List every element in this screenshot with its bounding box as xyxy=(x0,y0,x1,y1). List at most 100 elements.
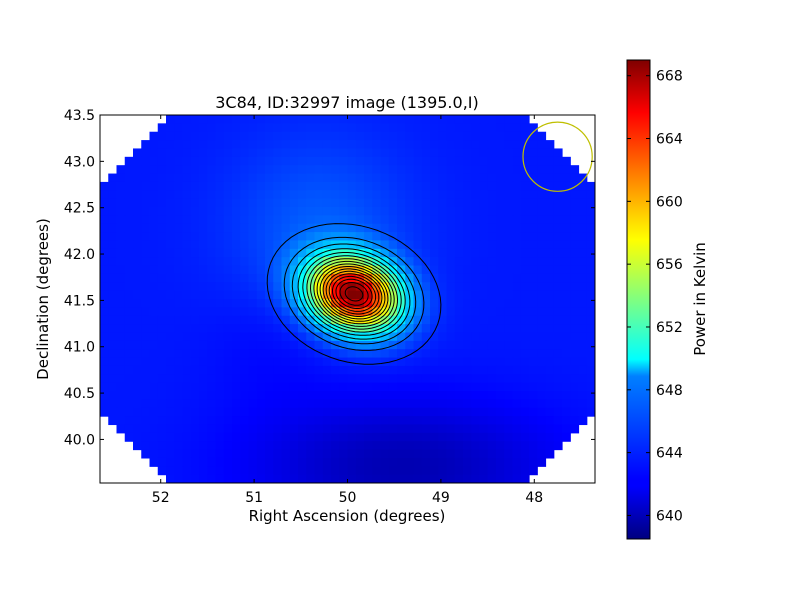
heatmap-cell xyxy=(289,432,299,442)
heatmap-cell xyxy=(578,382,588,392)
heatmap-cell xyxy=(124,307,134,317)
heatmap-cell xyxy=(116,248,126,258)
heatmap-cell xyxy=(380,449,390,459)
heatmap-cell xyxy=(306,424,316,434)
heatmap-cell xyxy=(166,416,175,426)
heatmap-cell xyxy=(322,457,332,467)
colorbar-tick-label: 640 xyxy=(656,508,683,524)
heatmap-cell xyxy=(339,357,349,367)
heatmap-cell xyxy=(479,173,489,183)
heatmap-cell xyxy=(124,399,134,409)
heatmap-cell xyxy=(331,123,340,133)
heatmap-cell xyxy=(479,324,489,334)
heatmap-cell xyxy=(347,407,357,417)
heatmap-cell xyxy=(413,123,423,133)
heatmap-cell xyxy=(537,257,547,267)
heatmap-cell xyxy=(166,466,175,476)
contour-line xyxy=(339,282,369,306)
heatmap-cell xyxy=(405,357,415,367)
heatmap-cell xyxy=(487,181,497,191)
heatmap-cell xyxy=(364,232,373,242)
heatmap-cell xyxy=(537,282,547,292)
heatmap-cell xyxy=(430,207,439,216)
heatmap-cell xyxy=(496,407,505,417)
heatmap-cell xyxy=(108,290,118,300)
heatmap-cell xyxy=(199,223,208,233)
heatmap-cell xyxy=(157,165,167,175)
heatmap-cell xyxy=(463,257,472,267)
heatmap-cell xyxy=(553,441,563,451)
heatmap-cell xyxy=(372,391,382,400)
heatmap-cell xyxy=(405,165,415,175)
heatmap-cell xyxy=(215,148,225,158)
heatmap-cell xyxy=(174,340,184,350)
heatmap-cell xyxy=(463,416,472,426)
heatmap-cell xyxy=(306,441,316,451)
heatmap-cell xyxy=(190,156,200,166)
heatmap-cell xyxy=(405,307,415,317)
heatmap-cell xyxy=(273,115,283,124)
heatmap-cell xyxy=(520,391,530,400)
heatmap-cell xyxy=(190,374,200,384)
heatmap-cell xyxy=(405,349,415,359)
heatmap-cell xyxy=(141,382,151,392)
heatmap-layer xyxy=(100,115,595,483)
heatmap-cell xyxy=(199,115,208,124)
heatmap-cell xyxy=(339,273,349,283)
heatmap-cell xyxy=(430,265,439,275)
heatmap-cell xyxy=(553,265,563,275)
heatmap-cell xyxy=(570,407,580,417)
contour-line xyxy=(316,263,392,325)
heatmap-cell xyxy=(190,307,200,317)
heatmap-cell xyxy=(149,207,159,216)
heatmap-cell xyxy=(223,257,233,267)
heatmap-cell xyxy=(355,248,365,258)
heatmap-cell xyxy=(306,190,316,200)
heatmap-cell xyxy=(586,265,595,275)
heatmap-cell xyxy=(586,391,595,400)
heatmap-cell xyxy=(496,357,505,367)
heatmap-cell xyxy=(314,432,324,442)
heatmap-cell xyxy=(273,131,283,141)
heatmap-cell xyxy=(108,374,118,384)
heatmap-cell xyxy=(240,156,250,166)
heatmap-cell xyxy=(223,156,233,166)
heatmap-cell xyxy=(586,299,595,308)
contour-line xyxy=(344,286,364,302)
heatmap-cell xyxy=(133,382,142,392)
heatmap-cell xyxy=(586,332,595,342)
heatmap-cell xyxy=(438,215,448,225)
heatmap-cell xyxy=(364,399,373,409)
heatmap-cell xyxy=(413,115,423,124)
heatmap-cell xyxy=(446,365,456,375)
heatmap-cell xyxy=(405,156,415,166)
heatmap-cell xyxy=(454,307,464,317)
heatmap-cell xyxy=(166,315,175,325)
heatmap-cell xyxy=(512,232,522,242)
heatmap-cell xyxy=(438,399,448,409)
heatmap-cell xyxy=(421,424,431,434)
x-axis-label: Right Ascension (degrees) xyxy=(249,507,446,525)
heatmap-cell xyxy=(553,399,563,409)
heatmap-cell xyxy=(388,223,398,233)
heatmap-cell xyxy=(405,198,415,208)
heatmap-cell xyxy=(322,432,332,442)
heatmap-cell xyxy=(281,232,291,242)
heatmap-cell xyxy=(100,374,109,384)
heatmap-cell xyxy=(446,273,456,283)
heatmap-cell xyxy=(322,340,332,350)
heatmap-cell xyxy=(454,173,464,183)
heatmap-cell xyxy=(157,131,167,141)
heatmap-cell xyxy=(570,240,580,250)
heatmap-cell xyxy=(504,148,514,158)
heatmap-cell xyxy=(182,240,192,250)
heatmap-cell xyxy=(463,223,472,233)
heatmap-cell xyxy=(446,307,456,317)
heatmap-cell xyxy=(298,357,307,367)
heatmap-cell xyxy=(413,457,423,467)
heatmap-cell xyxy=(199,123,208,133)
heatmap-cell xyxy=(256,273,266,283)
heatmap-cell xyxy=(471,290,481,300)
heatmap-cell xyxy=(397,349,406,359)
heatmap-cell xyxy=(199,148,208,158)
